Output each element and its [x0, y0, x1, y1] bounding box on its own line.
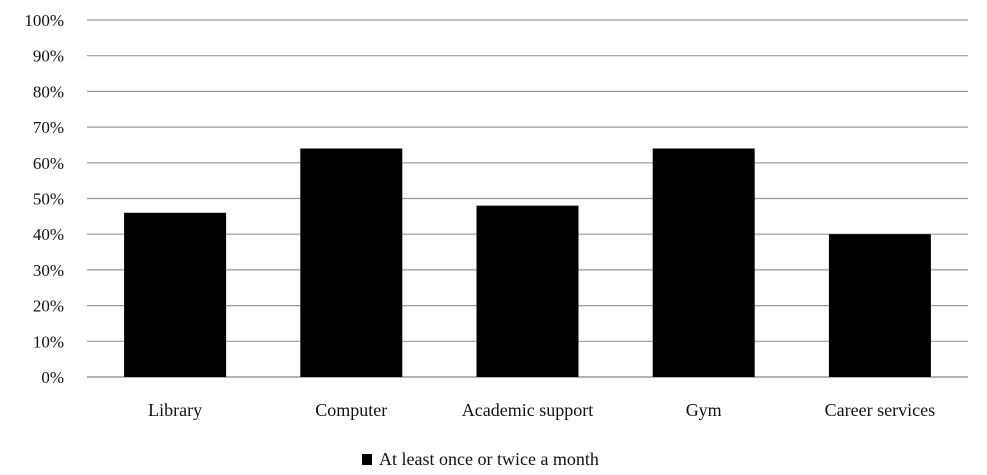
y-tick-label: 20%: [33, 297, 64, 316]
x-axis-category-labels: Library Computer Academic support Gym Career…: [148, 400, 935, 420]
y-tick-label: 40%: [33, 225, 64, 244]
y-tick-label: 0%: [41, 368, 64, 387]
legend-label: At least once or twice a month: [379, 449, 599, 469]
y-tick-label: 10%: [33, 332, 64, 351]
y-tick-label: 60%: [33, 154, 64, 173]
bar-library: [124, 212, 227, 377]
y-tick-label: 50%: [33, 190, 64, 209]
y-tick-label: 80%: [33, 82, 64, 101]
y-tick-label: 30%: [33, 261, 64, 280]
bars: [124, 148, 931, 377]
x-category-label: Library: [148, 400, 202, 420]
bar-computer: [300, 148, 403, 377]
x-category-label: Academic support: [462, 400, 593, 420]
bar-academic-support: [476, 205, 579, 377]
x-category-label: Gym: [686, 400, 722, 420]
x-category-label: Career services: [825, 400, 935, 420]
bar-gym: [652, 148, 755, 377]
legend-swatch: [362, 454, 372, 465]
bar-career-services: [828, 234, 931, 377]
y-tick-label: 70%: [33, 118, 64, 137]
y-tick-label: 90%: [33, 47, 64, 66]
y-axis-tick-labels: 0% 10% 20% 30% 40% 50% 60% 70% 80% 90% 100%: [24, 11, 64, 387]
x-category-label: Computer: [315, 400, 387, 420]
y-tick-label: 100%: [24, 11, 64, 30]
legend: At least once or twice a month: [362, 449, 599, 469]
